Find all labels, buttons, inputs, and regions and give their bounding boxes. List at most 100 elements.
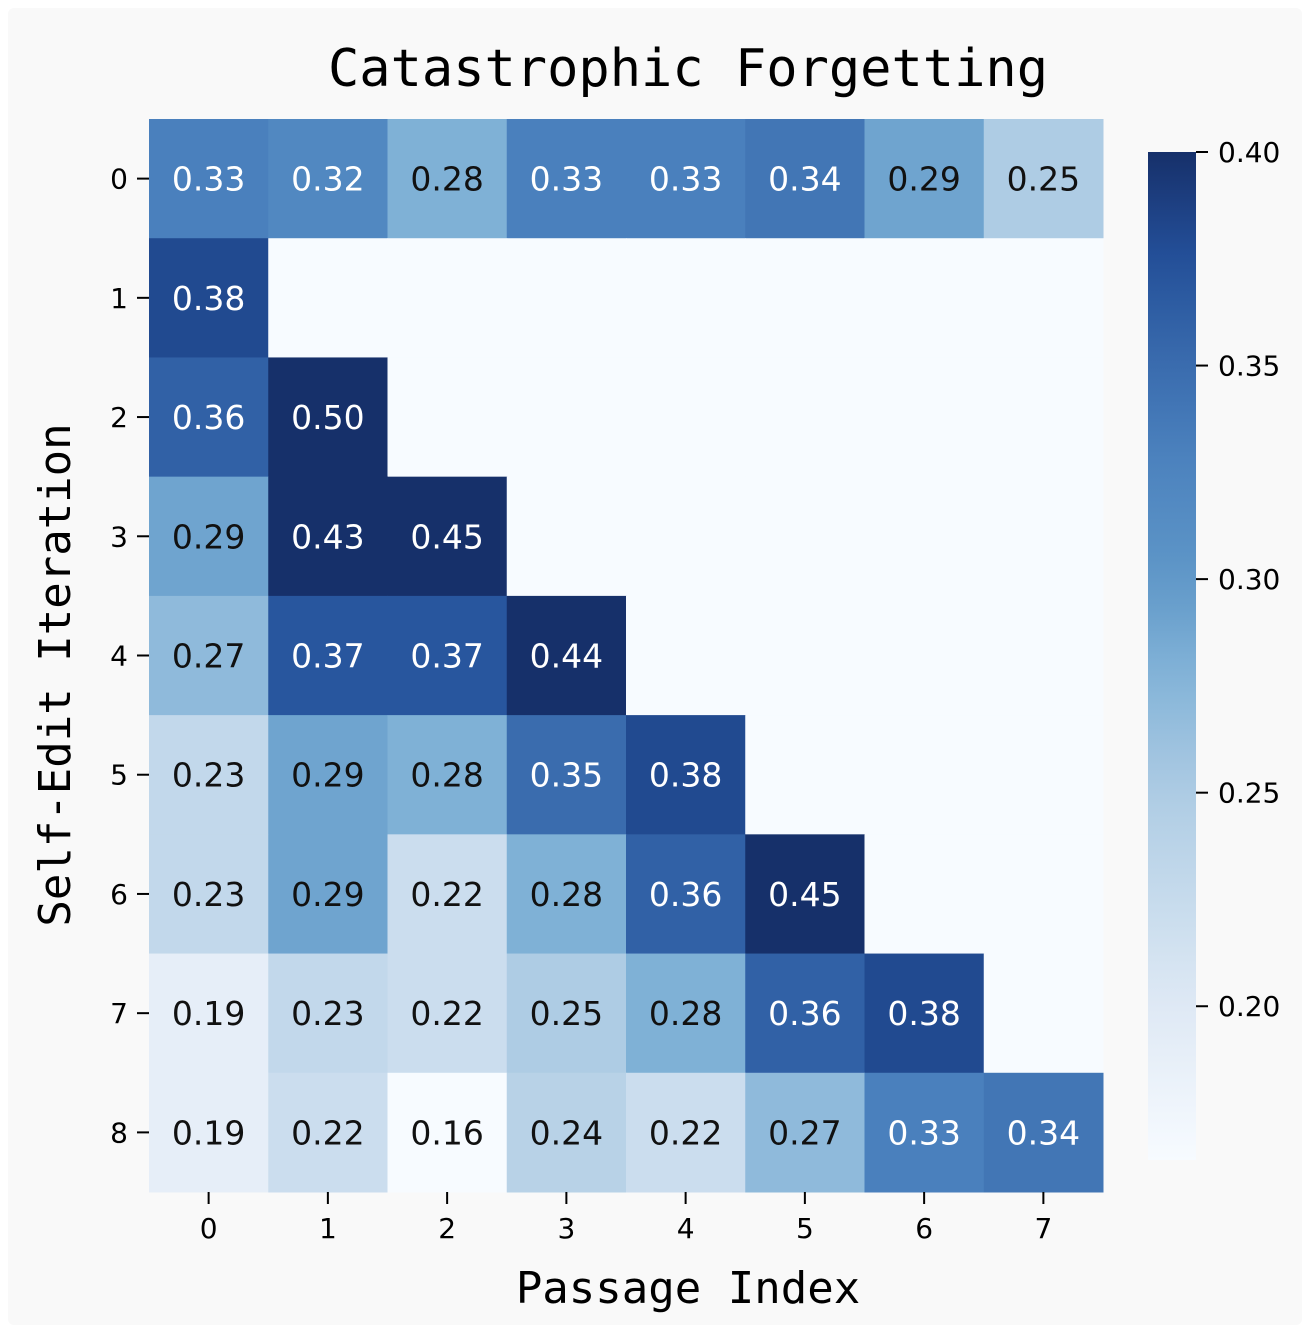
- cell-label: 0.23: [172, 756, 245, 795]
- cell-label: 0.33: [887, 1113, 960, 1152]
- cell-label: 0.22: [291, 1113, 364, 1152]
- y-tick-label: 8: [110, 1116, 128, 1149]
- cell-label: 0.38: [649, 756, 722, 795]
- x-axis-label: Passage Index: [516, 1263, 860, 1314]
- colorbar: [1148, 152, 1196, 1160]
- cell-label: 0.36: [768, 994, 841, 1033]
- heatmap-cell: [149, 238, 269, 358]
- heatmap-cell: [626, 715, 746, 835]
- cell-label: 0.34: [768, 160, 841, 199]
- cell-label: 0.16: [410, 1113, 483, 1152]
- cell-label: 0.28: [649, 994, 722, 1033]
- y-tick-label: 3: [110, 520, 128, 553]
- masked-cell: [983, 357, 1104, 478]
- heatmap-cell: [387, 834, 508, 955]
- masked-cell: [626, 238, 746, 358]
- cell-label: 0.37: [410, 637, 483, 676]
- colorbar-tick-label: 0.20: [1218, 990, 1280, 1023]
- heatmap-cell: [506, 595, 627, 716]
- heatmap-cell: [745, 834, 865, 955]
- masked-cell: [745, 476, 865, 597]
- cell-label: 0.22: [649, 1113, 722, 1152]
- heatmap-cell: [387, 1072, 508, 1193]
- cell-label: 0.27: [172, 637, 245, 676]
- cell-label: 0.36: [172, 398, 245, 437]
- x-tick-label: 7: [1034, 1212, 1052, 1245]
- cell-label: 0.45: [410, 517, 483, 556]
- cell-label: 0.43: [291, 517, 364, 556]
- heatmap-cell: [506, 834, 627, 955]
- cell-label: 0.32: [291, 160, 364, 199]
- masked-cell: [506, 238, 627, 358]
- heatmap-cell: [268, 1072, 388, 1193]
- heatmap-cell: [149, 357, 269, 478]
- cell-label: 0.24: [530, 1113, 603, 1152]
- masked-cell: [626, 357, 746, 478]
- masked-cell: [745, 357, 865, 478]
- heatmap-cell: [626, 119, 746, 239]
- colorbar-tick-label: 0.30: [1218, 563, 1280, 596]
- heatmap-cell: [387, 953, 508, 1074]
- y-tick-label: 7: [110, 997, 128, 1030]
- x-tick-label: 1: [319, 1212, 337, 1245]
- cell-label: 0.38: [887, 994, 960, 1033]
- heatmap-cell: [745, 119, 865, 239]
- heatmap-cell: [149, 953, 269, 1074]
- heatmap-cell: [387, 119, 508, 239]
- heatmap-cell: [149, 595, 269, 716]
- y-tick-label: 6: [110, 878, 128, 911]
- x-tick-label: 4: [677, 1212, 695, 1245]
- heatmap-cell: [506, 1072, 627, 1193]
- cell-label: 0.23: [291, 994, 364, 1033]
- heatmap-cell: [506, 119, 627, 239]
- colorbar-tick-label: 0.25: [1218, 777, 1280, 810]
- masked-cell: [983, 953, 1104, 1074]
- cell-label: 0.29: [887, 160, 960, 199]
- x-tick-label: 5: [796, 1212, 814, 1245]
- masked-cell: [864, 476, 985, 597]
- y-tick-label: 5: [110, 759, 128, 792]
- y-tick-label: 2: [110, 401, 128, 434]
- cell-label: 0.45: [768, 875, 841, 914]
- masked-cell: [864, 715, 985, 835]
- heatmap-cell: [149, 1072, 269, 1193]
- masked-cell: [506, 476, 627, 597]
- masked-cell: [983, 595, 1104, 716]
- cell-label: 0.22: [410, 994, 483, 1033]
- y-tick-label: 4: [110, 640, 128, 673]
- heatmap-cell: [864, 1072, 985, 1193]
- colorbar-tick-label: 0.40: [1218, 136, 1280, 169]
- heatmap-cell: [506, 715, 627, 835]
- heatmap-cell: [149, 476, 269, 597]
- x-tick-label: 3: [557, 1212, 575, 1245]
- masked-cell: [864, 595, 985, 716]
- heatmap-cell: [268, 715, 388, 835]
- heatmap-cell: [268, 476, 388, 597]
- heatmap-cell: [626, 834, 746, 955]
- cell-label: 0.28: [410, 756, 483, 795]
- masked-cell: [983, 834, 1104, 955]
- masked-cell: [983, 715, 1104, 835]
- y-axis-label: Self-Edit Iteration: [30, 423, 81, 926]
- heatmap-cell: [626, 1072, 746, 1193]
- cell-label: 0.22: [410, 875, 483, 914]
- heatmap-cell: [268, 595, 388, 716]
- cell-label: 0.35: [530, 756, 603, 795]
- masked-cell: [864, 834, 985, 955]
- cell-label: 0.33: [172, 160, 245, 199]
- cell-label: 0.29: [291, 756, 364, 795]
- cell-label: 0.19: [172, 994, 245, 1033]
- heatmap-cell: [864, 119, 985, 239]
- masked-cell: [864, 357, 985, 478]
- x-tick-label: 6: [915, 1212, 933, 1245]
- masked-cell: [745, 238, 865, 358]
- heatmap-cell: [387, 476, 508, 597]
- heatmap-cell: [506, 953, 627, 1074]
- chart-title: Catastrophic Forgetting: [328, 39, 1048, 99]
- heatmap-cell: [387, 715, 508, 835]
- masked-cell: [626, 476, 746, 597]
- heatmap-cell: [864, 953, 985, 1074]
- cell-label: 0.28: [410, 160, 483, 199]
- cell-label: 0.27: [768, 1113, 841, 1152]
